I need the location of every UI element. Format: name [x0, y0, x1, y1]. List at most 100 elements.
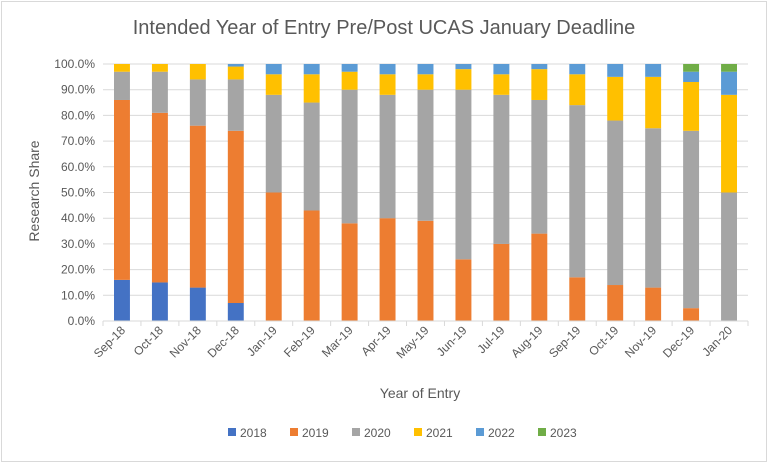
bar-segment-2019 — [417, 220, 434, 321]
bar-segment-2022 — [265, 64, 282, 75]
bar-segment-2018 — [189, 287, 206, 321]
bar-segment-2022 — [417, 64, 434, 75]
legend-swatch-2023 — [538, 428, 546, 436]
bar-segment-2018 — [227, 303, 244, 321]
y-tick-label: 30.0% — [61, 237, 95, 251]
bar-segment-2021 — [493, 74, 510, 95]
legend-label-2022: 2022 — [488, 426, 515, 440]
x-tick-label: Nov-19 — [622, 323, 659, 360]
x-tick-label: Jun-19 — [434, 323, 470, 359]
y-tick-label: 70.0% — [61, 134, 95, 148]
bar-segment-2022 — [683, 71, 700, 82]
bar-segment-2020 — [265, 94, 282, 193]
y-tick-label: 40.0% — [61, 211, 95, 225]
bar-segment-2018 — [114, 279, 130, 321]
bars — [114, 64, 737, 321]
bar-segment-2019 — [303, 210, 320, 321]
x-tick-label: Apr-19 — [358, 323, 394, 359]
x-tick-label: Jan-20 — [699, 323, 735, 359]
bar-segment-2019 — [683, 308, 700, 321]
y-tick-label: 50.0% — [61, 186, 95, 200]
bar-segment-2022 — [569, 64, 586, 75]
y-tick-label: 60.0% — [61, 160, 95, 174]
bar-segment-2020 — [151, 71, 168, 113]
bar-segment-2021 — [114, 64, 130, 72]
legend-label-2019: 2019 — [302, 426, 329, 440]
bar-segment-2021 — [151, 64, 168, 72]
bar-segment-2021 — [227, 66, 244, 80]
bar-segment-2022 — [455, 64, 472, 70]
bar-segment-2022 — [721, 71, 737, 95]
bar-segment-2020 — [379, 94, 396, 219]
x-tick-label: Jul-19 — [474, 323, 507, 356]
bar-segment-2022 — [227, 64, 244, 67]
bar-segment-2021 — [341, 71, 358, 90]
bar-segment-2019 — [645, 287, 662, 321]
x-tick-label: Aug-19 — [508, 323, 545, 360]
bar-segment-2023 — [721, 64, 737, 72]
bar-segment-2021 — [607, 76, 624, 121]
x-tick-label: Mar-19 — [319, 323, 356, 360]
bar-segment-2021 — [645, 76, 662, 129]
bar-segment-2020 — [455, 89, 472, 260]
x-tick-label: Oct-18 — [131, 323, 167, 359]
bar-segment-2021 — [683, 81, 700, 131]
bar-segment-2021 — [417, 74, 434, 90]
bar-segment-2022 — [493, 64, 510, 75]
bar-segment-2021 — [531, 69, 548, 100]
bar-segment-2021 — [455, 69, 472, 90]
y-tick-label: 90.0% — [61, 83, 95, 97]
bar-segment-2019 — [493, 243, 510, 321]
legend: 2018 2019 2020 2021 2022 2023 — [228, 426, 577, 440]
bar-segment-2022 — [303, 64, 320, 75]
bar-segment-2019 — [227, 130, 244, 304]
bar-segment-2020 — [493, 94, 510, 244]
x-tick-label: May-19 — [393, 323, 431, 361]
bar-segment-2019 — [379, 218, 396, 321]
bar-segment-2020 — [114, 71, 130, 100]
bar-segment-2019 — [569, 277, 586, 321]
bar-segment-2021 — [189, 64, 206, 80]
bar-segment-2021 — [303, 74, 320, 103]
y-axis-label: Research Share — [26, 140, 42, 241]
bar-segment-2021 — [379, 74, 396, 95]
bar-segment-2018 — [151, 282, 168, 321]
bar-segment-2020 — [645, 128, 662, 288]
bar-segment-2022 — [341, 64, 358, 72]
bar-segment-2019 — [114, 99, 130, 280]
legend-label-2023: 2023 — [550, 426, 577, 440]
bar-segment-2019 — [341, 223, 358, 321]
x-tick-label: Jan-19 — [244, 323, 280, 359]
x-axis-label: Year of Entry — [380, 385, 460, 401]
bar-segment-2020 — [303, 102, 320, 211]
legend-swatch-2021 — [414, 428, 422, 436]
bar-segment-2022 — [645, 64, 662, 77]
bar-segment-2020 — [569, 105, 586, 278]
y-tick-label: 80.0% — [61, 108, 95, 122]
legend-swatch-2018 — [228, 428, 236, 436]
bar-segment-2022 — [607, 64, 624, 77]
legend-swatch-2022 — [476, 428, 484, 436]
bar-segment-2020 — [607, 120, 624, 286]
bar-segment-2019 — [151, 112, 168, 283]
x-tick-label: Oct-19 — [586, 323, 622, 359]
x-tick-label: Sep-19 — [546, 323, 583, 360]
y-tick-label: 10.0% — [61, 288, 95, 302]
legend-swatch-2019 — [290, 428, 298, 436]
legend-label-2020: 2020 — [364, 426, 391, 440]
bar-segment-2020 — [341, 89, 358, 224]
legend-label-2021: 2021 — [426, 426, 453, 440]
bar-segment-2021 — [265, 74, 282, 95]
bar-segment-2019 — [265, 192, 282, 321]
x-tick-label: Dec-18 — [205, 323, 242, 360]
x-tick-label: Sep-18 — [91, 323, 128, 360]
bar-segment-2020 — [417, 89, 434, 221]
bar-segment-2020 — [721, 192, 737, 321]
bar-segment-2020 — [531, 99, 548, 234]
bar-segment-2019 — [607, 285, 624, 321]
bar-segment-2021 — [569, 74, 586, 106]
bar-segment-2022 — [379, 64, 396, 75]
legend-label-2018: 2018 — [240, 426, 267, 440]
bar-segment-2019 — [189, 125, 206, 288]
